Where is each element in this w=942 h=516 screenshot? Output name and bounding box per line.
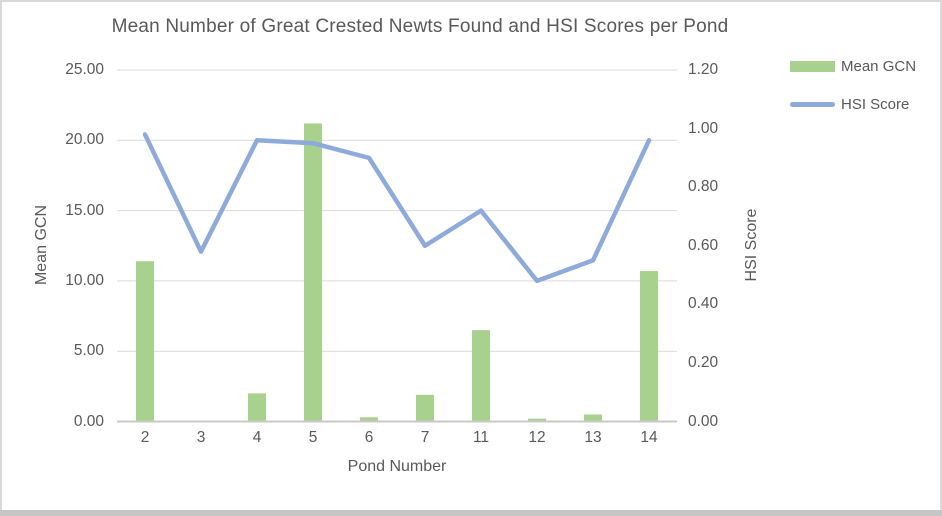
- left-axis-tick-label: 10.00: [65, 271, 104, 289]
- x-axis-title: Pond Number: [347, 458, 447, 475]
- x-axis-category-label: 12: [528, 429, 546, 446]
- chart-border-left: [0, 0, 2, 516]
- legend: Mean GCN HSI Score: [790, 53, 916, 117]
- bar-pond-7: [416, 394, 434, 422]
- x-axis-category-label: 3: [196, 429, 206, 446]
- bar-pond-6: [360, 417, 378, 422]
- legend-item-mean-gcn: Mean GCN: [790, 53, 916, 79]
- right-axis-tick-label: 0.60: [688, 236, 719, 254]
- left-axis-tick-label: 25.00: [65, 61, 104, 78]
- right-axis-tick-label: 1.20: [688, 61, 719, 78]
- bar-pond-5: [304, 123, 322, 422]
- x-axis-category-label: 11: [472, 429, 490, 446]
- right-axis-tick-label: 0.40: [688, 295, 719, 313]
- right-axis-tick-label: 0.20: [688, 353, 719, 371]
- x-axis-category-label: 4: [252, 429, 262, 446]
- x-axis-category-label: 14: [640, 429, 658, 446]
- bar-pond-2: [136, 261, 154, 422]
- right-axis-tick-label: 1.00: [688, 119, 719, 137]
- legend-item-hsi-score: HSI Score: [790, 91, 916, 117]
- left-axis-tick-label: 0.00: [73, 412, 104, 430]
- chart-border-bottom: [0, 510, 942, 516]
- right-axis-tick-label: 0.80: [688, 178, 719, 196]
- legend-label-mean-gcn: Mean GCN: [841, 57, 917, 75]
- x-axis-category-label: 5: [308, 429, 318, 446]
- bar-pond-12: [528, 418, 546, 422]
- x-axis-category-label: 6: [364, 429, 374, 446]
- x-axis-category-label: 2: [140, 429, 150, 446]
- hsi-score-line: [142, 132, 652, 284]
- bar-pond-11: [472, 330, 490, 422]
- bar-pond-4: [248, 393, 266, 422]
- bar-series-swatch-icon: [790, 60, 835, 72]
- left-axis-tick-label: 20.00: [65, 131, 104, 149]
- bar-pond-14: [640, 271, 658, 422]
- left-axis-tick-label: 5.00: [73, 342, 104, 360]
- bar-pond-13: [584, 414, 602, 422]
- line-series-swatch-icon: [790, 101, 835, 107]
- chart-title: Mean Number of Great Crested Newts Found…: [111, 16, 729, 37]
- x-axis-category-label: 13: [584, 429, 602, 446]
- chart-border-top: [0, 0, 942, 2]
- chart-border-right: [940, 0, 942, 516]
- left-axis-tick-label: 15.00: [65, 201, 104, 219]
- legend-label-hsi-score: HSI Score: [841, 95, 910, 113]
- x-axis-category-label: 7: [420, 429, 430, 446]
- right-axis-tick-label: 0.00: [688, 412, 719, 430]
